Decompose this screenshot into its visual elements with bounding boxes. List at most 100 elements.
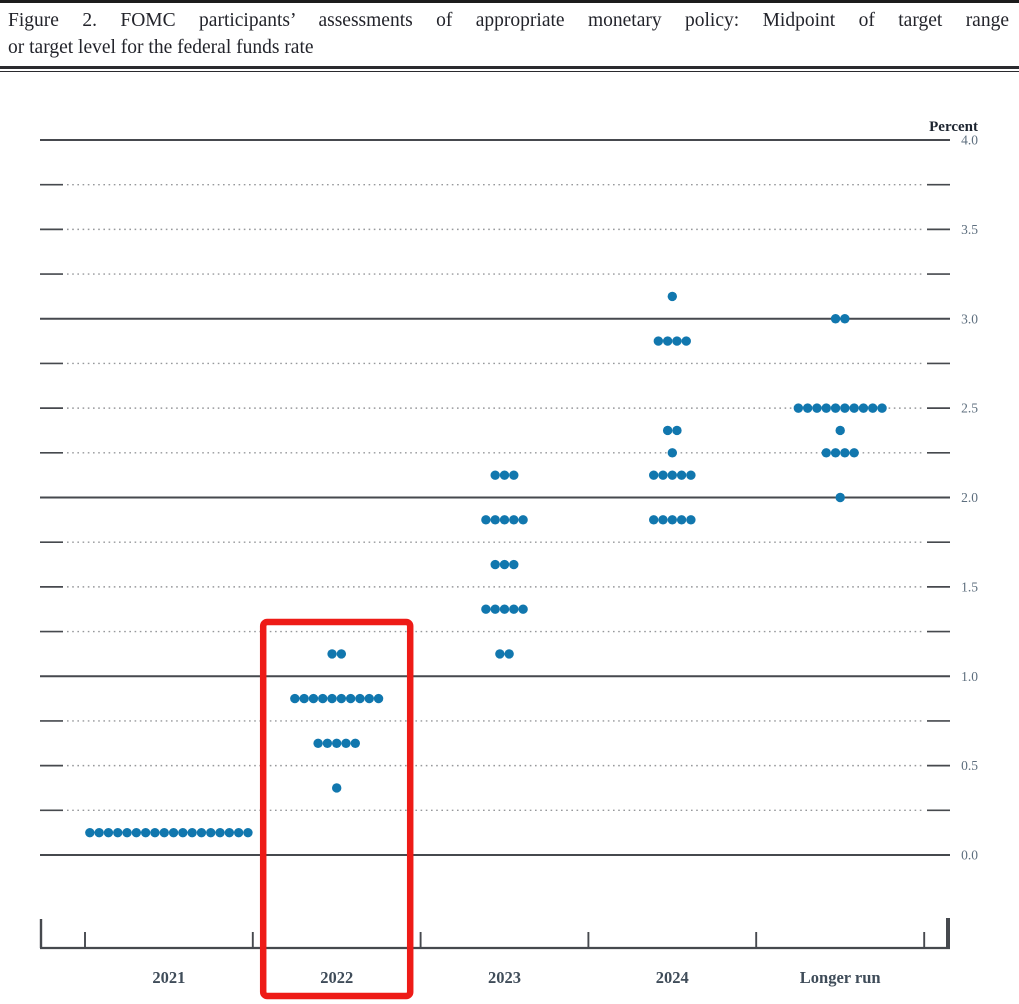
projection-dot-2021 <box>113 827 123 838</box>
projection-dot-2021 <box>94 827 104 838</box>
y-axis-tick-label: 3.5 <box>961 222 978 237</box>
projection-dot-2022 <box>332 738 342 748</box>
projection-dot-2024 <box>649 470 659 480</box>
figure-title: Figure 2. FOMC participants’ assessments… <box>8 8 1009 62</box>
projection-dot-2021 <box>159 827 169 838</box>
projection-dot-longer-run <box>793 403 804 413</box>
x-axis-label-2022: 2022 <box>320 968 353 987</box>
projection-dot-2024 <box>662 425 673 436</box>
projection-dot-longer-run <box>821 448 831 458</box>
projection-dot-2022 <box>332 783 342 793</box>
x-axis-label-longer-run: Longer run <box>800 968 881 987</box>
projection-dot-2023 <box>518 515 528 525</box>
projection-dot-2021 <box>215 827 225 838</box>
projection-dot-2022 <box>322 738 333 748</box>
y-axis-tick-label: 3.0 <box>961 311 978 326</box>
projection-dot-2023 <box>490 470 500 480</box>
y-axis-tick-label: 2.0 <box>961 490 978 505</box>
projection-dot-2022 <box>336 649 347 659</box>
projection-dot-2022 <box>336 693 347 704</box>
projection-dot-longer-run <box>830 448 841 458</box>
projection-dot-2024 <box>672 425 682 436</box>
projection-dot-2022 <box>355 693 365 704</box>
projection-dot-longer-run <box>877 403 887 413</box>
projection-dot-2024 <box>658 470 668 480</box>
projection-dot-2023 <box>509 559 519 570</box>
projection-dot-longer-run <box>835 492 845 503</box>
projection-dot-2023 <box>481 604 491 614</box>
highlight-box-2022 <box>259 618 414 1000</box>
projection-dot-2021 <box>178 827 188 838</box>
projection-dot-2024 <box>672 336 682 346</box>
projection-dot-2021 <box>85 827 95 838</box>
projection-dot-longer-run <box>821 403 831 413</box>
projection-dot-2022 <box>364 693 374 704</box>
projection-dot-2021 <box>103 827 114 838</box>
projection-dot-2022 <box>327 649 337 659</box>
x-axis-label-2024: 2024 <box>656 968 689 987</box>
projection-dot-2024 <box>662 336 673 346</box>
projection-dot-2022 <box>341 738 351 748</box>
projection-dot-2021 <box>187 827 197 838</box>
projection-dot-2023 <box>499 470 510 480</box>
projection-dot-2021 <box>224 827 235 838</box>
projection-dot-2023 <box>490 559 500 570</box>
projection-dot-2024 <box>649 515 659 525</box>
projection-dot-2021 <box>168 827 179 838</box>
projection-dot-2024 <box>676 515 687 525</box>
projection-dot-2022 <box>299 693 309 704</box>
projection-dot-2024 <box>676 470 687 480</box>
projection-dot-longer-run <box>830 314 841 324</box>
projection-dot-2024 <box>667 470 677 480</box>
projection-dot-2024 <box>681 336 691 346</box>
projection-dot-2024 <box>653 336 664 346</box>
projection-dot-longer-run <box>802 403 813 413</box>
title-divider-rule <box>0 66 1019 72</box>
projection-dot-2023 <box>481 515 491 525</box>
projection-dot-2023 <box>499 604 510 614</box>
page-top-rule <box>0 0 1019 3</box>
projection-dot-longer-run <box>849 448 859 458</box>
projection-dot-2023 <box>495 649 505 659</box>
projection-dot-2023 <box>504 649 514 659</box>
projection-dot-2021 <box>140 827 151 838</box>
projection-dot-2021 <box>150 827 160 838</box>
projection-dot-2024 <box>686 470 696 480</box>
figure-title-line1: Figure 2. FOMC participants’ assessments… <box>8 10 1009 31</box>
projection-dot-2022 <box>327 693 337 704</box>
projection-dot-2021 <box>196 827 207 838</box>
projection-dot-2022 <box>313 738 323 748</box>
projection-dot-2024 <box>658 515 668 525</box>
y-axis-tick-label: 1.5 <box>961 579 978 594</box>
projection-dot-longer-run <box>830 403 841 413</box>
y-axis-tick-label: 1.0 <box>961 669 978 684</box>
projection-dot-2023 <box>518 604 528 614</box>
projection-dot-2021 <box>131 827 142 838</box>
projection-dot-2022 <box>308 693 319 704</box>
projection-dot-longer-run <box>835 425 845 436</box>
projection-dot-2023 <box>499 515 510 525</box>
y-axis-tick-label: 0.5 <box>961 758 978 773</box>
projection-dot-2023 <box>509 515 519 525</box>
projection-dot-2024 <box>667 448 677 458</box>
projection-dot-2023 <box>509 470 519 480</box>
y-axis-tick-label: 2.5 <box>961 401 978 416</box>
projection-dot-2024 <box>667 515 677 525</box>
projection-dot-2023 <box>490 515 500 525</box>
projection-dot-2024 <box>667 291 677 302</box>
projection-dot-2022 <box>373 693 384 704</box>
projection-dot-longer-run <box>849 403 859 413</box>
projection-dot-2023 <box>490 604 500 614</box>
projection-dot-2023 <box>509 604 519 614</box>
projection-dot-longer-run <box>812 403 822 413</box>
projection-dot-2022 <box>350 738 360 748</box>
projection-dot-2022 <box>345 693 356 704</box>
projection-dot-2021 <box>233 827 244 838</box>
y-axis-title-percent: Percent <box>929 119 978 135</box>
x-axis-label-2023: 2023 <box>488 968 521 987</box>
projection-dot-longer-run <box>868 403 878 413</box>
figure-title-line2: or target level for the federal funds ra… <box>8 36 314 58</box>
projection-dot-2023 <box>499 559 510 570</box>
